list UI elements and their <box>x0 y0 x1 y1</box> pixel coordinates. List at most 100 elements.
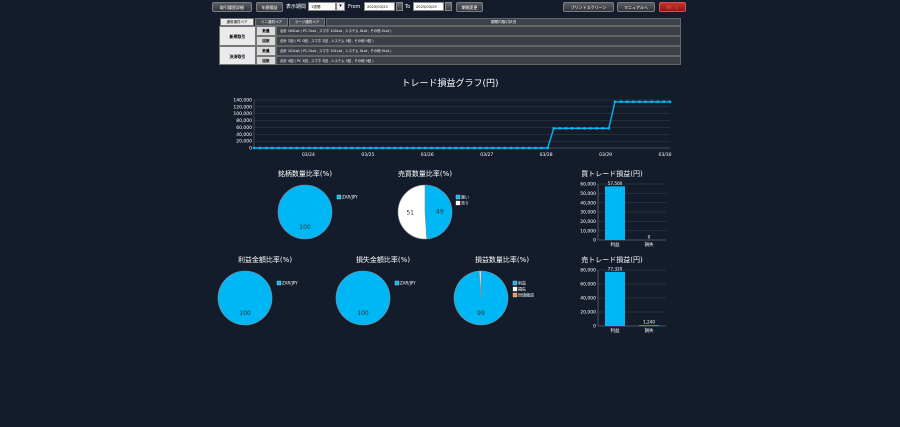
data-point <box>644 100 647 103</box>
tab-standard-pair[interactable]: 通常通貨ペア <box>220 18 254 26</box>
group-label-close: 決済取引 <box>219 46 256 65</box>
data-point <box>252 146 256 150</box>
calendar-from-icon[interactable] <box>396 2 403 11</box>
y-tick-label: 20,000 <box>580 219 596 225</box>
data-point <box>399 146 403 150</box>
row-value: 合計 101Lot ( PC 0Lot , スマホ 101Lot , システム … <box>276 46 681 56</box>
data-point <box>460 146 464 150</box>
y-tick-label: 80,000 <box>580 268 596 274</box>
trade-history-detail-button[interactable]: 取引履歴詳細 <box>212 2 252 12</box>
legend-swatch <box>336 194 342 200</box>
bar-chart-buy-pl: 0 10,000 20,000 30,000 40,000 50,000 60,000 57,… <box>580 181 666 248</box>
data-point <box>295 146 299 150</box>
data-point <box>356 146 360 150</box>
tab-large-pair[interactable]: ラージ通貨ペア <box>289 18 325 26</box>
pie-value-label: 51 <box>406 209 414 216</box>
data-point <box>289 146 292 150</box>
data-point <box>601 127 604 130</box>
data-point <box>497 146 500 150</box>
y-tick-label: 40,000 <box>236 132 252 138</box>
data-point <box>632 100 635 103</box>
data-point <box>362 146 366 150</box>
from-date-input[interactable]: 2025/03/23 <box>364 2 395 11</box>
data-point <box>473 146 476 150</box>
annual-pl-button[interactable]: 年間損益 <box>256 2 283 12</box>
tab-mini-pair[interactable]: ミニ通貨ペア <box>255 18 288 26</box>
legend-label: 利益 <box>518 280 526 286</box>
period-label: 表示期間 <box>286 4 307 10</box>
bar <box>639 325 659 326</box>
data-point <box>417 146 421 150</box>
legend-swatch <box>276 280 282 286</box>
pie-title-pl-qty: 損益数量比率(%) <box>474 256 530 264</box>
pie-title-profit-amt: 利益金額比率(%) <box>237 256 293 264</box>
data-point <box>638 100 641 103</box>
legend-swatch <box>512 286 518 292</box>
pie-slice <box>277 184 333 240</box>
x-tick-label: 利益 <box>611 327 620 334</box>
data-point <box>313 146 317 150</box>
manual-button[interactable]: マニュアルへ <box>617 2 655 12</box>
data-point <box>344 146 347 150</box>
data-point <box>479 146 482 150</box>
x-tick-label: 損失 <box>645 241 654 248</box>
pie-title-loss-amt: 損失金額比率(%) <box>355 256 411 264</box>
y-tick-label: 0 <box>593 324 596 330</box>
data-point <box>619 100 623 103</box>
data-point <box>338 146 341 150</box>
bar-value-label: 0 <box>648 235 651 240</box>
data-point <box>515 146 519 150</box>
legend-label: 損失 <box>518 286 526 292</box>
y-tick-label: 0 <box>249 146 252 152</box>
legend-swatch <box>394 280 400 286</box>
pie-value-label: 100 <box>357 310 369 317</box>
data-point <box>607 127 611 130</box>
data-point <box>564 127 568 130</box>
data-point <box>436 146 439 150</box>
legend-swatch <box>455 200 461 206</box>
bar <box>605 271 625 326</box>
data-point <box>558 127 562 130</box>
pie-chart-symbol-qty: 100 ZAR/JPY <box>277 184 358 240</box>
pie-value-label: 100 <box>239 310 251 317</box>
close-button[interactable]: 閉じる <box>659 2 686 12</box>
y-tick-label: 10,000 <box>580 228 596 234</box>
print-screen-button[interactable]: プリントスクリーン <box>563 2 614 12</box>
data-point <box>320 146 323 150</box>
x-tick-label: 03/28 <box>540 152 553 158</box>
data-point <box>332 146 335 150</box>
data-point <box>448 146 451 150</box>
y-tick-label: 120,000 <box>233 104 252 110</box>
data-point <box>442 146 445 150</box>
pie-slice <box>478 270 482 299</box>
data-point <box>528 146 531 150</box>
row-value: 合計 2回 ( PC 0回 , スマホ 2回 , システム 0回 , その他 0… <box>276 36 681 46</box>
y-tick-label: 100,000 <box>233 111 252 117</box>
chevron-down-icon[interactable]: ▾ <box>336 2 345 11</box>
data-point <box>589 127 592 130</box>
data-point <box>277 146 280 150</box>
data-point <box>656 100 659 103</box>
change-period-button[interactable]: 期間変更 <box>456 2 483 12</box>
data-point <box>271 146 274 150</box>
legend-label: ZAR/JPY <box>282 281 298 286</box>
to-date-input[interactable]: 2025/03/29 <box>413 2 444 11</box>
period-select[interactable]: 1週間 <box>308 2 336 11</box>
data-point <box>577 127 580 130</box>
data-point <box>369 146 372 150</box>
legend-swatch <box>512 280 518 286</box>
legend-swatch <box>512 292 518 298</box>
calendar-to-icon[interactable] <box>445 2 452 11</box>
y-tick-label: 80,000 <box>236 118 252 124</box>
bar-title-sell: 売トレード損益(円) <box>581 256 643 264</box>
bar-title-buy: 買トレード損益(円) <box>581 170 643 178</box>
y-tick-label: 20,000 <box>236 139 252 145</box>
legend-label: ZAR/JPY <box>400 281 416 286</box>
data-point <box>491 146 494 150</box>
data-point <box>540 146 543 150</box>
y-tick-label: 40,000 <box>580 200 596 206</box>
bar <box>605 186 625 240</box>
data-point <box>301 146 305 150</box>
